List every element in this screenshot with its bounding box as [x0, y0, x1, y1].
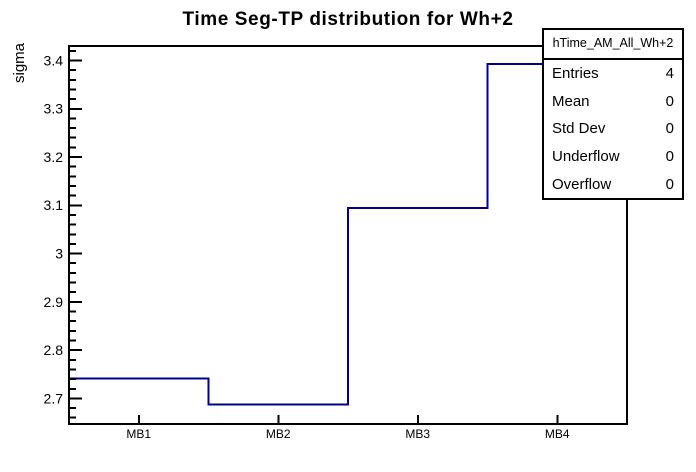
x-tick-label: MB3: [405, 427, 430, 441]
y-tick-label: 3: [55, 245, 63, 261]
x-tick-label: MB2: [266, 427, 291, 441]
y-tick-label: 3.4: [44, 52, 64, 68]
stats-row-label: Overflow: [552, 175, 612, 193]
stats-row-std-dev: Std Dev 0: [544, 115, 682, 143]
stats-row-label: Mean: [552, 92, 590, 110]
stats-row-mean: Mean 0: [544, 88, 682, 116]
chart-title: Time Seg-TP distribution for Wh+2: [182, 9, 514, 30]
stats-row-value: 0: [665, 175, 674, 193]
stats-row-value: 0: [665, 120, 674, 138]
stats-row-label: Entries: [552, 65, 599, 83]
y-tick-label: 3.1: [44, 197, 64, 213]
x-tick-label: MB4: [545, 427, 570, 441]
stats-row-value: 0: [665, 92, 674, 110]
stats-row-overflow: Overflow 0: [544, 170, 682, 198]
stats-row-value: 0: [665, 148, 674, 166]
stats-row-value: 4: [665, 65, 674, 83]
stats-row-label: Std Dev: [552, 120, 606, 138]
stats-row-label: Underflow: [552, 148, 620, 166]
stats-box: hTime_AM_All_Wh+2 Entries 4 Mean 0 Std Dev 0 U…: [542, 28, 684, 200]
y-tick-label: 3.3: [44, 101, 64, 117]
y-tick-label: 2.8: [44, 342, 64, 358]
stats-box-title: hTime_AM_All_Wh+2: [544, 30, 682, 60]
stats-row-entries: Entries 4: [544, 60, 682, 88]
y-tick-label: 2.7: [44, 390, 64, 406]
x-tick-label: MB1: [126, 427, 151, 441]
y-tick-label: 2.9: [44, 294, 64, 310]
stats-row-underflow: Underflow 0: [544, 143, 682, 171]
stats-box-rows: Entries 4 Mean 0 Std Dev 0 Underflow 0 Overflow 0: [544, 60, 682, 198]
y-tick-label: 3.2: [44, 149, 64, 165]
y-axis-title: sigma: [11, 42, 28, 83]
